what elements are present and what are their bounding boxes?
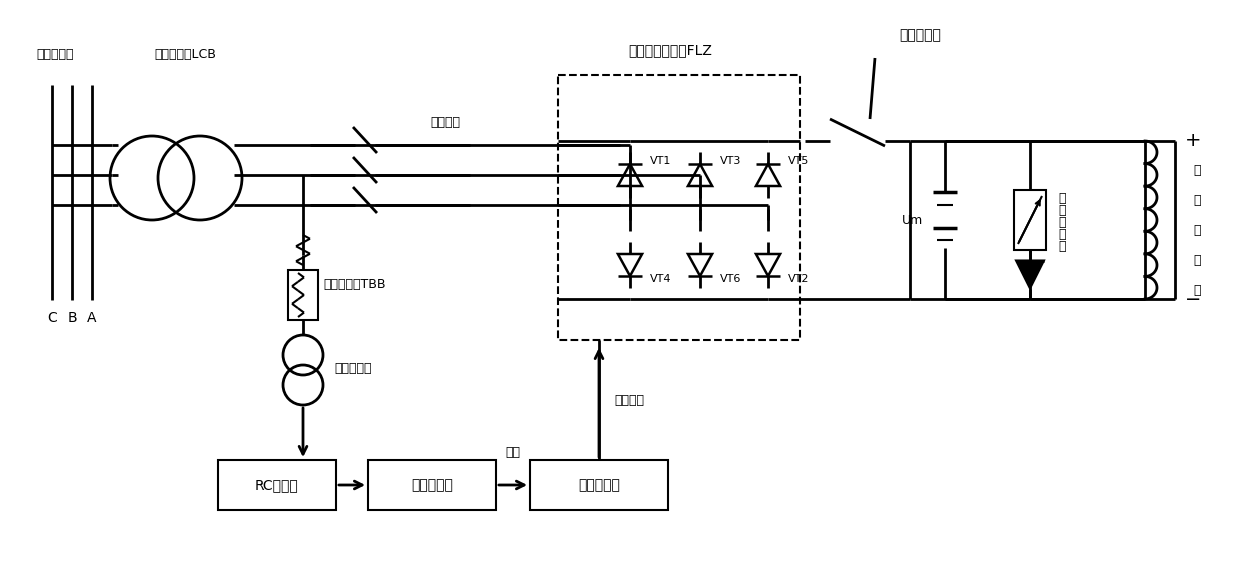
Bar <box>288 270 317 320</box>
Text: RC滤波器: RC滤波器 <box>255 478 299 492</box>
Text: VT1: VT1 <box>650 156 671 166</box>
Text: A: A <box>87 311 97 325</box>
Text: B: B <box>67 311 77 325</box>
Bar <box>529 460 668 510</box>
Text: 励磁变压器LCB: 励磁变压器LCB <box>154 49 216 61</box>
Polygon shape <box>1016 260 1044 289</box>
Text: 阻: 阻 <box>1058 239 1065 252</box>
Text: 迟滞比较器: 迟滞比较器 <box>412 478 453 492</box>
Bar <box>558 75 800 340</box>
Text: −: − <box>1184 290 1202 308</box>
Text: 线: 线 <box>1058 204 1065 217</box>
Text: 交流刀闸: 交流刀闸 <box>430 116 460 129</box>
Bar <box>368 460 496 510</box>
Bar <box>1014 190 1047 250</box>
Text: Um: Um <box>901 214 923 226</box>
Text: 子: 子 <box>1193 285 1200 298</box>
Text: 电: 电 <box>1058 227 1065 240</box>
Text: 电: 电 <box>1193 194 1200 208</box>
Text: 发电机机端: 发电机机端 <box>36 49 73 61</box>
Text: 性: 性 <box>1058 215 1065 229</box>
Text: VT2: VT2 <box>787 274 810 284</box>
Text: 方波: 方波 <box>506 446 521 459</box>
Text: C: C <box>47 311 57 325</box>
Text: 非: 非 <box>1058 192 1065 205</box>
Text: 励磁调节器: 励磁调节器 <box>578 478 620 492</box>
Text: 机: 机 <box>1193 225 1200 238</box>
Text: VT3: VT3 <box>720 156 742 166</box>
Text: 转: 转 <box>1193 255 1200 268</box>
Text: +: + <box>1184 132 1202 150</box>
Text: VT4: VT4 <box>650 274 672 284</box>
Text: 发: 发 <box>1193 164 1200 177</box>
Text: VT5: VT5 <box>787 156 810 166</box>
Text: 磁场断路器: 磁场断路器 <box>899 28 941 42</box>
Text: 同步变压器TBB: 同步变压器TBB <box>324 278 386 291</box>
Text: 三相全控整流桥FLZ: 三相全控整流桥FLZ <box>629 43 712 57</box>
Text: 隔离互感器: 隔离互感器 <box>335 362 372 374</box>
Text: 六路脉冲: 六路脉冲 <box>614 393 644 407</box>
Bar <box>218 460 336 510</box>
Text: VT6: VT6 <box>720 274 742 284</box>
